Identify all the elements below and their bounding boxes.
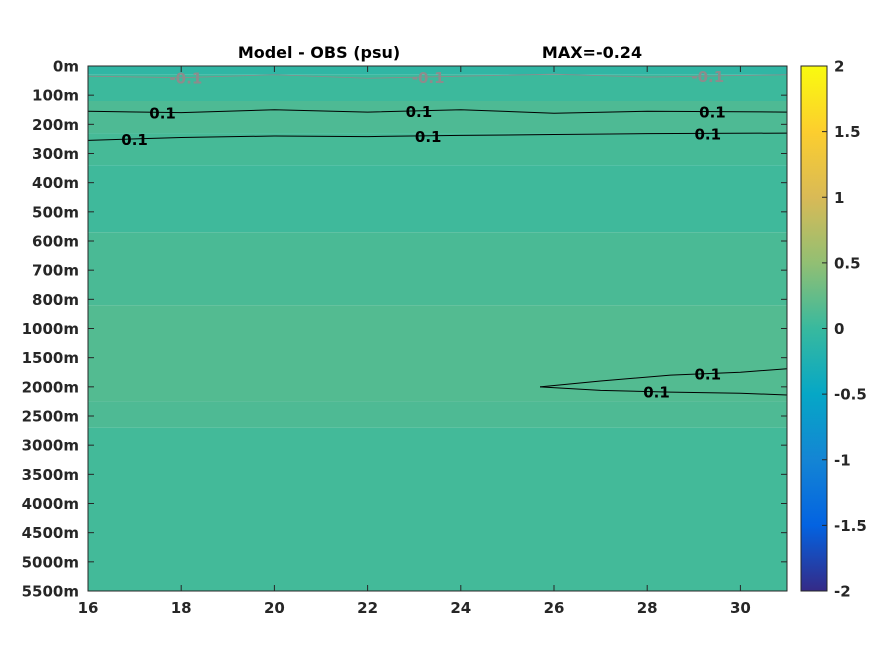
contour-label: 0.1: [121, 131, 148, 149]
plot-area: [88, 66, 787, 591]
contour-label: -0.1: [412, 69, 445, 87]
contour-label: 0.1: [149, 104, 176, 122]
heatmap-band: [88, 101, 787, 134]
y-tick-label: 5000m: [22, 553, 79, 571]
x-tick-label: 18: [171, 599, 192, 617]
contour-line-negative: [87, 73, 788, 79]
heatmap-band: [88, 232, 787, 306]
contour-line-positive: [539, 368, 788, 388]
y-tick-label: 700m: [32, 262, 79, 280]
y-tick-label: 2500m: [22, 408, 79, 426]
y-tick-label: 0m: [53, 58, 79, 76]
y-tick-label: 4000m: [22, 495, 79, 513]
contour-label: -0.1: [169, 70, 202, 88]
contour-label: 0.1: [643, 384, 670, 402]
heatmap-band: [88, 305, 787, 402]
colorbar-tick-label: 0.5: [834, 254, 861, 272]
colorbar-tick-label: 1.5: [834, 123, 861, 141]
colorbar-axis: 2 1.5 1 0.5 0 -0.5 -1 -1.5 -2: [822, 58, 867, 601]
heatmap-band: [88, 165, 787, 233]
max-annotation: MAX=-0.24: [542, 43, 642, 62]
x-axis: 16 18 20 22 24 26 28 30: [78, 66, 751, 617]
heatmap-band: [88, 401, 787, 428]
x-tick-label: 26: [544, 599, 565, 617]
y-tick-label: 200m: [32, 116, 79, 134]
contour-line-positive: [539, 386, 788, 396]
heatmap-band: [88, 133, 787, 166]
y-tick-label: 2000m: [22, 378, 79, 396]
heatmap-band: [88, 74, 787, 101]
y-tick-label: 100m: [32, 87, 79, 105]
contour-line-positive: [87, 109, 788, 114]
contour-label: 0.1: [415, 128, 442, 146]
x-tick-label: 16: [78, 599, 99, 617]
contour-line-positive: [87, 132, 788, 141]
y-tick-label: 600m: [32, 233, 79, 251]
x-tick-label: 22: [357, 599, 378, 617]
colorbar-tick-label: 1: [834, 189, 844, 207]
colorbar-tick-label: -2: [834, 583, 851, 601]
colorbar-tick-label: -0.5: [834, 386, 867, 404]
y-tick-label: 5500m: [22, 583, 79, 601]
y-tick-label: 400m: [32, 174, 79, 192]
contour-label: 0.1: [406, 103, 433, 121]
y-tick-label: 800m: [32, 291, 79, 309]
colorbar-tick-label: 0: [834, 320, 844, 338]
y-tick-label: 3000m: [22, 437, 79, 455]
contour-label: -0.1: [691, 68, 724, 86]
heatmap-band: [88, 427, 787, 591]
colorbar-tick-label: 2: [834, 58, 844, 76]
y-tick-label: 300m: [32, 145, 79, 163]
x-tick-label: 28: [637, 599, 658, 617]
y-tick-label: 3500m: [22, 466, 79, 484]
contour-label: 0.1: [694, 366, 721, 384]
contour-label: 0.1: [694, 125, 721, 143]
x-tick-label: 30: [730, 599, 751, 617]
y-tick-label: 1500m: [22, 349, 79, 367]
chart-title: Model - OBS (psu): [238, 43, 400, 62]
colorbar-tick-label: -1: [834, 451, 851, 469]
x-tick-label: 20: [264, 599, 285, 617]
contour-lines: -0.1 -0.1 -0.10.1 0.1 0.10.1 0.1 0.10.10.1: [87, 68, 788, 402]
y-tick-label: 1000m: [22, 320, 79, 338]
x-tick-label: 24: [450, 599, 471, 617]
contour-label: 0.1: [699, 104, 726, 122]
heatmap-band: [88, 66, 787, 75]
y-tick-label: 500m: [32, 203, 79, 221]
colorbar-tick-label: -1.5: [834, 517, 867, 535]
y-tick-label: 4500m: [22, 524, 79, 542]
y-axis: 0m 100m 200m 300m 400m 500m 600m 700m 800m 1000m 1…: [22, 58, 787, 601]
